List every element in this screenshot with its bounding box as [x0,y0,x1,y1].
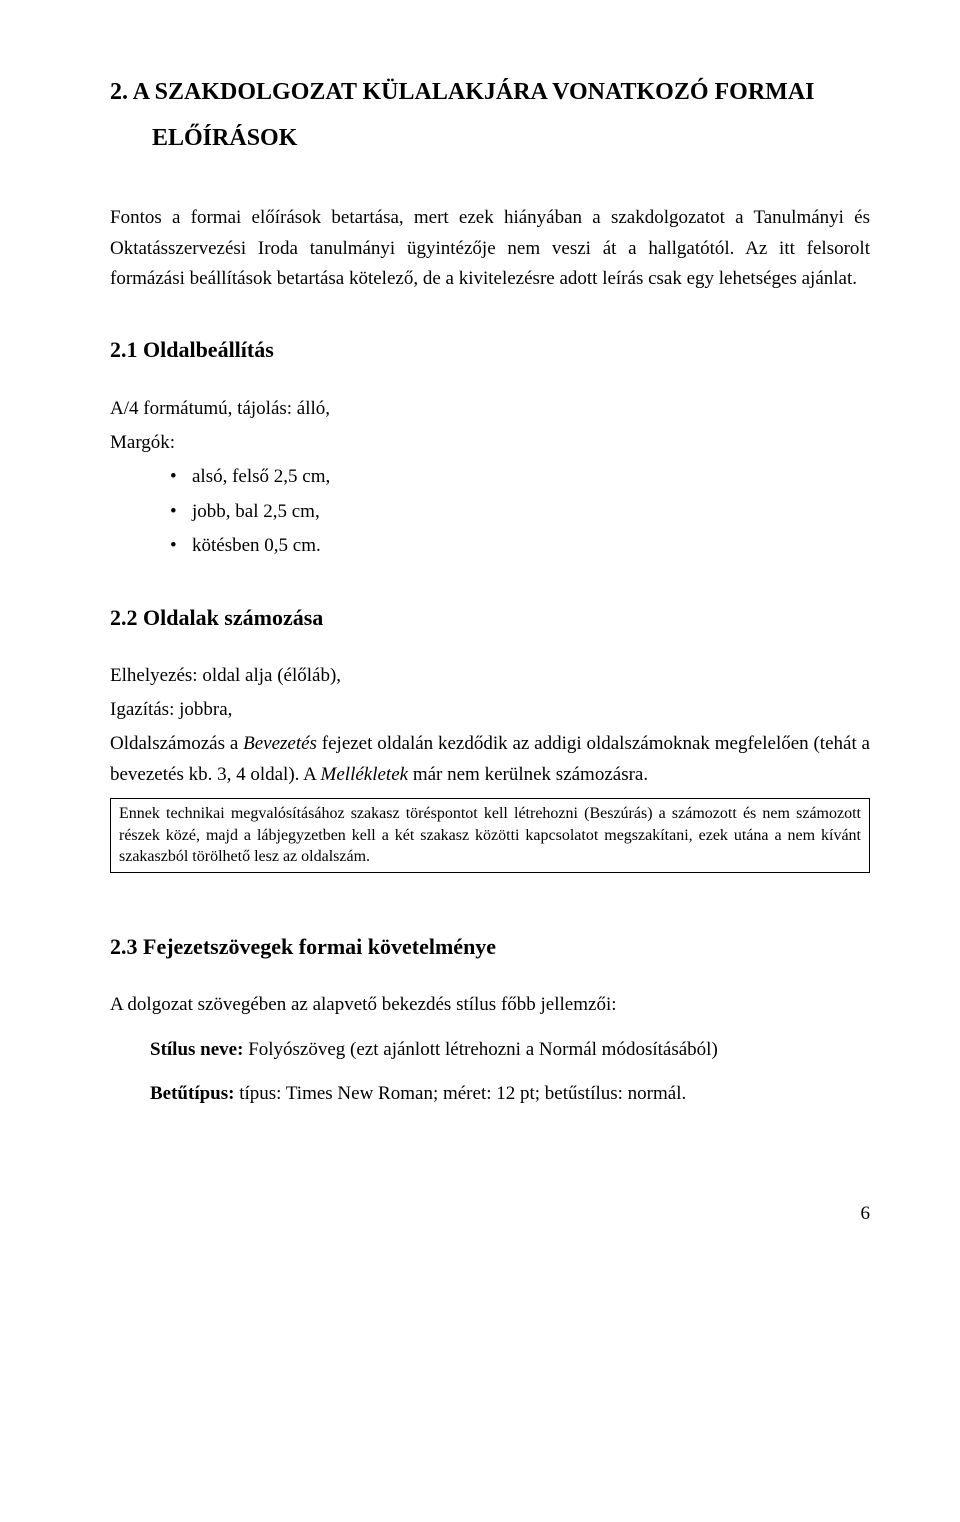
sec23-item1: Stílus neve: Folyószöveg (ezt ajánlott l… [150,1035,870,1065]
italic-text: Bevezetés [243,733,317,754]
sec22-line1: Elhelyezés: oldal alja (élőláb), [110,661,870,691]
italic-text: Mellékletek [321,764,409,785]
intro-paragraph: Fontos a formai előírások betartása, mer… [110,203,870,294]
section-2-1-heading: 2.1 Oldalbeállítás [110,332,870,367]
sec22-line2: Igazítás: jobbra, [110,695,870,725]
item-label: Stílus neve: [150,1039,243,1060]
list-item: jobb, bal 2,5 cm, [170,497,870,527]
sec22-paragraph: Oldalszámozás a Bevezetés fejezet oldalá… [110,729,870,790]
section-2-3-heading: 2.3 Fejezetszövegek formai követelménye [110,929,870,964]
sec21-margok-label: Margók: [110,428,870,458]
page-number: 6 [110,1199,870,1229]
sec23-lead: A dolgozat szövegében az alapvető bekezd… [110,990,870,1020]
sec21-bullet-list: alsó, felső 2,5 cm, jobb, bal 2,5 cm, kö… [110,462,870,561]
list-item: kötésben 0,5 cm. [170,531,870,561]
item-label: Betűtípus: [150,1083,234,1104]
chapter-heading: 2. A SZAKDOLGOZAT KÜLALAKJÁRA VONATKOZÓ … [110,70,870,161]
chapter-heading-line2: ELŐÍRÁSOK [152,116,870,162]
sec23-items: Stílus neve: Folyószöveg (ezt ajánlott l… [150,1035,870,1110]
technical-note-box: Ennek technikai megvalósításához szakasz… [110,798,870,873]
chapter-heading-line1: 2. A SZAKDOLGOZAT KÜLALAKJÁRA VONATKOZÓ … [110,70,870,116]
sec23-item2: Betűtípus: típus: Times New Roman; méret… [150,1079,870,1109]
list-item: alsó, felső 2,5 cm, [170,462,870,492]
section-2-2-heading: 2.2 Oldalak számozása [110,600,870,635]
sec21-line1: A/4 formátumú, tájolás: álló, [110,394,870,424]
